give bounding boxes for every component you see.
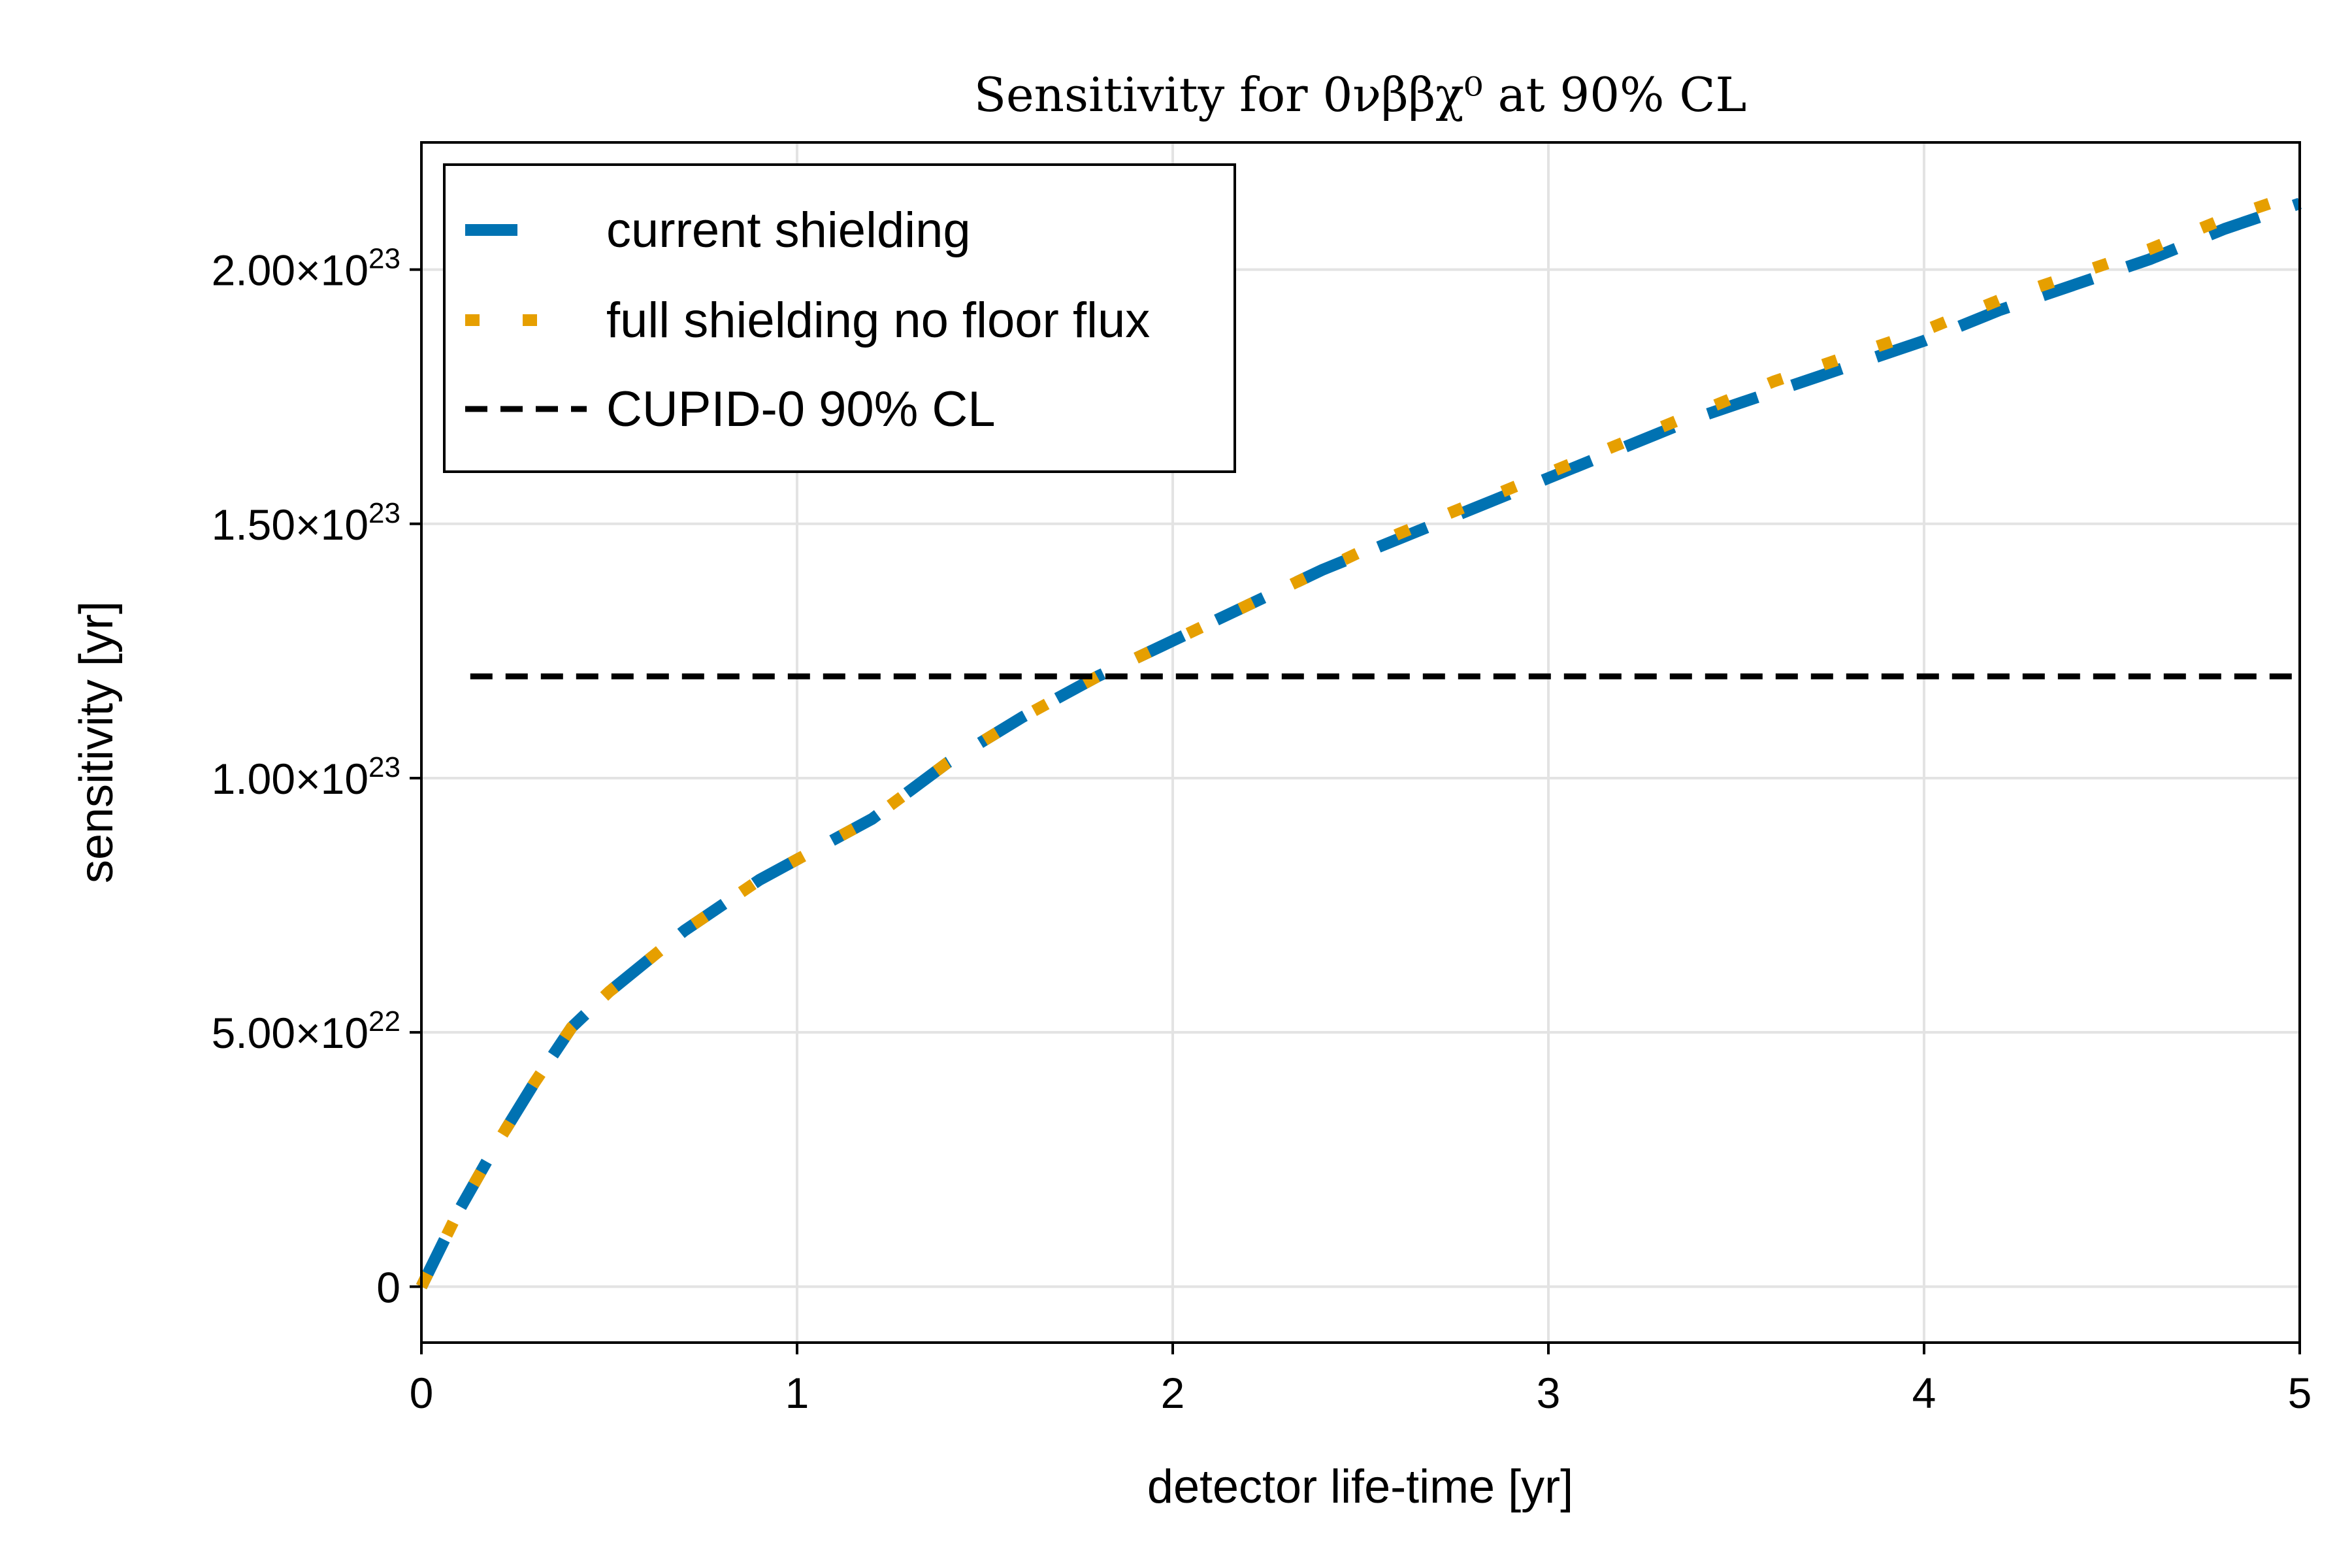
x-tick-label: 3 [1537, 1369, 1561, 1417]
tick-layer: 0 1 2 3 4 5 0 5.00×1022 1.00×1023 1.50×1023 2.00×1… [212, 243, 2312, 1417]
x-axis-label: detector life-time [yr] [1147, 1461, 1573, 1513]
chart-title: Sensitivity for 0νββχ⁰ at 90% CL [974, 67, 1747, 122]
legend-label-full-shielding: full shielding no floor flux [606, 293, 1150, 348]
y-axis-label: sensitivity [yr] [71, 601, 123, 883]
y-tick-label: 1.00×1023 [212, 751, 400, 803]
legend-label-cupid: CUPID-0 90% CL [606, 382, 996, 437]
y-tick-label: 1.50×1023 [212, 497, 400, 549]
series-line-current-shielding [416, 197, 2302, 1290]
plot-frame [420, 141, 2301, 1344]
y-tick-label: 0 [376, 1263, 400, 1311]
legend-label-current-shielding: current shielding [606, 203, 971, 258]
series-line-full-shielding-no-floor-flux [416, 188, 2302, 1290]
y-tick-label: 5.00×1022 [212, 1005, 400, 1057]
x-tick-label: 1 [785, 1369, 809, 1417]
plot-layer [416, 188, 2302, 1290]
legend-box [443, 163, 1236, 473]
legend: current shielding full shielding no floo… [443, 163, 1236, 473]
x-tick-label: 0 [410, 1369, 434, 1417]
x-tick-label: 4 [1912, 1369, 1936, 1417]
y-tick-label: 2.00×1023 [212, 243, 400, 295]
x-tick-label: 2 [1161, 1369, 1185, 1417]
x-tick-label: 5 [2288, 1369, 2312, 1417]
